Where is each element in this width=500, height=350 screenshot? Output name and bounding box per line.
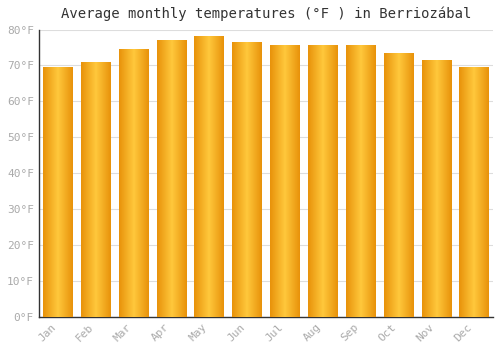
Title: Average monthly temperatures (°F ) in Berriozábal: Average monthly temperatures (°F ) in Be… <box>60 7 471 21</box>
